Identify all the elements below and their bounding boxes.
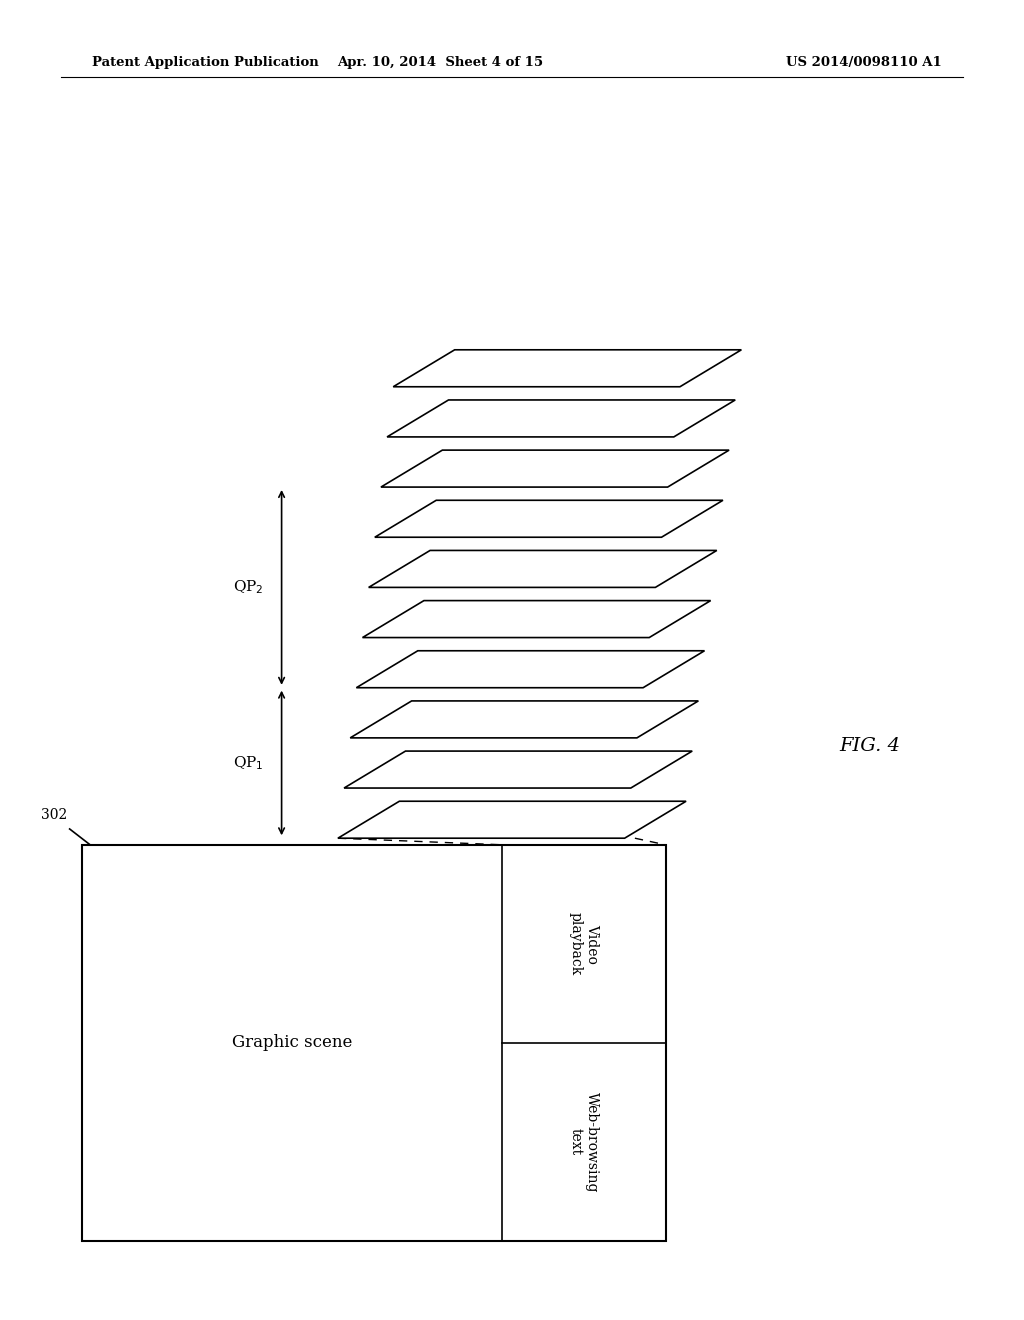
- Polygon shape: [369, 550, 717, 587]
- Text: 302: 302: [41, 808, 68, 822]
- Polygon shape: [387, 400, 735, 437]
- Text: FIG. 4: FIG. 4: [840, 737, 901, 755]
- Bar: [82, 845, 666, 1241]
- Text: QP$_2$: QP$_2$: [232, 578, 263, 597]
- Text: US 2014/0098110 A1: US 2014/0098110 A1: [786, 55, 942, 69]
- Polygon shape: [362, 601, 711, 638]
- Polygon shape: [381, 450, 729, 487]
- Polygon shape: [344, 751, 692, 788]
- Polygon shape: [338, 801, 686, 838]
- Text: Apr. 10, 2014  Sheet 4 of 15: Apr. 10, 2014 Sheet 4 of 15: [337, 55, 544, 69]
- Polygon shape: [350, 701, 698, 738]
- Text: Patent Application Publication: Patent Application Publication: [92, 55, 318, 69]
- Text: Video
playback: Video playback: [568, 912, 599, 975]
- Polygon shape: [393, 350, 741, 387]
- Polygon shape: [356, 651, 705, 688]
- Text: QP$_1$: QP$_1$: [232, 754, 263, 772]
- Text: Web-browsing
text: Web-browsing text: [568, 1092, 599, 1192]
- Text: Graphic scene: Graphic scene: [231, 1035, 352, 1051]
- Polygon shape: [375, 500, 723, 537]
